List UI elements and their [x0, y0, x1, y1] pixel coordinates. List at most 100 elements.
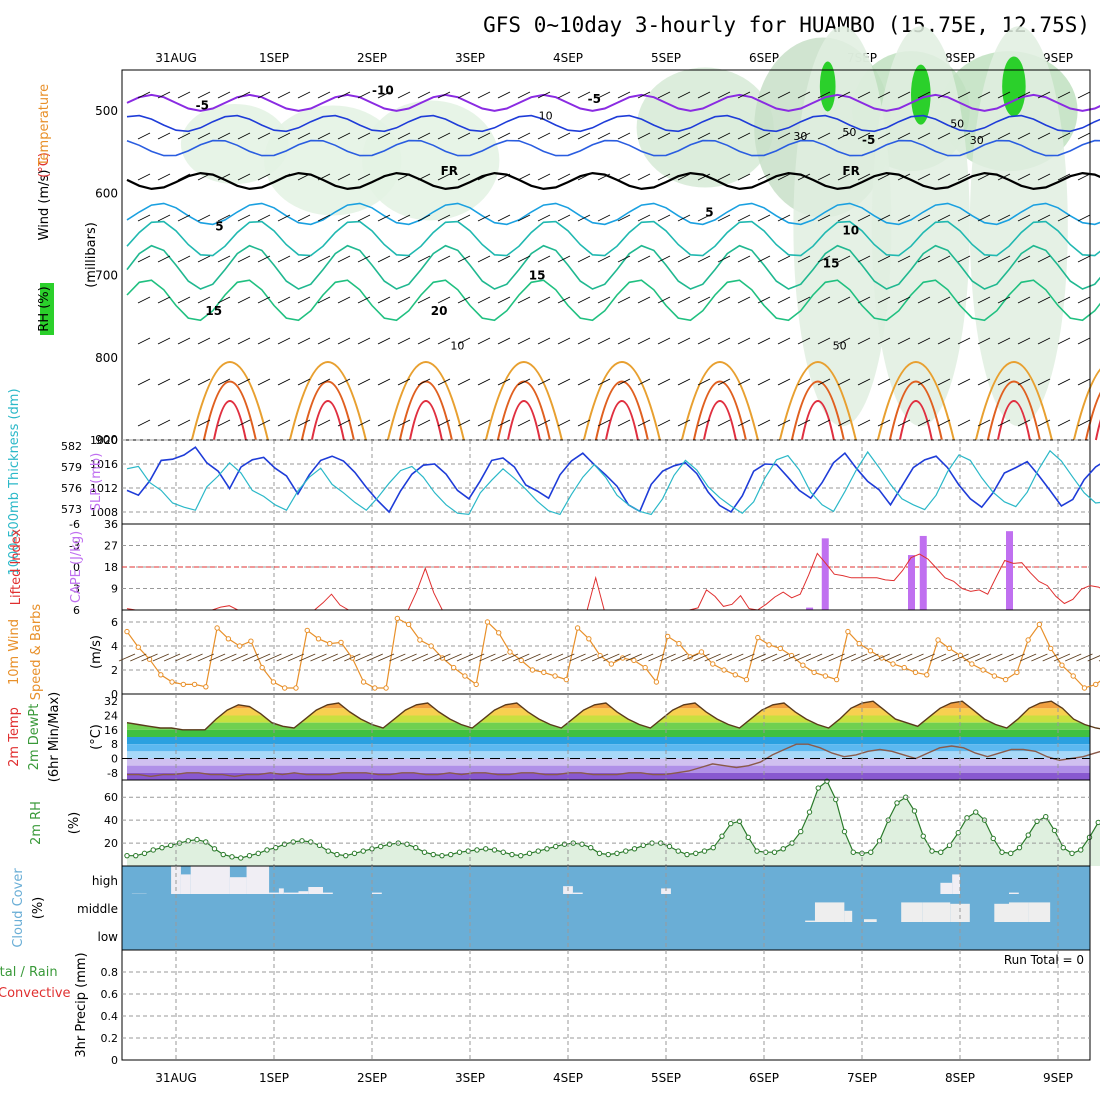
slp-line	[126, 446, 1100, 514]
precip-ytick-1: 0.6	[101, 988, 119, 1001]
upper-wind-barb	[897, 378, 911, 386]
upper-wind-barb	[137, 419, 151, 427]
rh2m-point-34	[421, 849, 428, 855]
wind10-barb-13	[265, 653, 282, 662]
warm-loop-8-0	[974, 361, 1053, 441]
wind10-barb-64	[839, 653, 857, 662]
cloud-high-9	[283, 892, 299, 894]
upper-wind-barb	[917, 378, 931, 386]
upper-wind-barb	[357, 337, 371, 345]
x-tick-bottom-7: 7SEP	[847, 1071, 877, 1085]
rh2m-point-92	[929, 848, 935, 854]
temp-contour-0	[126, 93, 1100, 112]
upper-wind-barb	[397, 296, 411, 304]
upper-wind-barb	[997, 337, 1011, 345]
upper-wind-barb	[177, 91, 191, 99]
upper-wind-barb	[157, 132, 171, 140]
wind10-ytick-1: 4	[111, 640, 118, 653]
cloud-high-13	[372, 892, 382, 894]
cape-ytick-0: 36	[104, 518, 118, 531]
rh2m-point-65	[693, 850, 699, 857]
wind10-point-9	[225, 636, 232, 642]
warm-loop-5-2	[702, 400, 737, 441]
wind10-point-80	[1025, 637, 1031, 643]
wind10-barb-14	[276, 653, 293, 662]
upper-wind-barb	[357, 378, 371, 386]
upper-wind-barb	[837, 378, 851, 386]
upper-air-ylabel-degc: (°C)	[37, 152, 52, 178]
wind10-barb-16	[299, 653, 316, 662]
cloud-mid-2	[844, 910, 853, 922]
upper-wind-barb	[917, 255, 931, 263]
upper-wind-barb	[297, 255, 311, 263]
upper-wind-barb	[757, 173, 771, 181]
temp-band-7	[127, 744, 1090, 752]
thickness-ytick-3: 573	[61, 503, 82, 516]
rh2m-ytick-1: 40	[104, 814, 118, 827]
slp-ytick-3: 1008	[90, 506, 118, 519]
upper-wind-barb	[517, 255, 531, 263]
warm-loop-5-1	[692, 380, 747, 441]
upper-wind-barb	[697, 255, 711, 263]
contour-label-7: 5	[705, 205, 713, 219]
upper-wind-barb	[1057, 296, 1071, 304]
wind10-barb-71	[918, 653, 935, 662]
wind10-barb-22	[366, 653, 383, 662]
rh2m-point-15	[255, 850, 261, 857]
upper-wind-barb	[797, 91, 811, 99]
upper-wind-barb	[237, 173, 251, 181]
upper-wind-barb	[897, 296, 911, 304]
upper-wind-barb	[817, 132, 831, 140]
x-tick-top-5: 5SEP	[651, 51, 681, 65]
upper-wind-barb	[657, 214, 671, 222]
x-tick-bottom-4: 4SEP	[553, 1071, 583, 1085]
upper-wind-barb	[937, 255, 951, 263]
rh2m-point-79	[815, 785, 821, 791]
upper-wind-barb	[1017, 214, 1031, 222]
upper-wind-barb	[417, 378, 431, 386]
cloud-mid-1	[814, 902, 845, 922]
temp-contour-6	[126, 244, 1100, 290]
upper-wind-barb	[437, 173, 451, 181]
wind10-barb-61	[805, 653, 823, 662]
wind10-barb-62	[817, 653, 834, 662]
upper-wind-barb	[377, 296, 391, 304]
rh-shade-3	[636, 67, 774, 188]
cloud-mid-4	[901, 902, 923, 922]
upper-air-ylabel-wind: Wind (m/s)	[37, 170, 52, 241]
upper-wind-barb	[1017, 419, 1031, 427]
rh2m-point-59	[640, 842, 646, 849]
temp-ylabel-2: 2m DewPt	[27, 704, 42, 771]
upper-wind-barb	[777, 91, 791, 99]
temp-ytick-5: -8	[107, 767, 118, 780]
rh2m-point-69	[728, 820, 734, 827]
upper-wind-barb	[517, 419, 531, 427]
warm-loop-2-0	[386, 361, 465, 441]
upper-wind-barb	[477, 337, 491, 345]
upper-wind-barb	[877, 378, 891, 386]
temp-band-11	[127, 772, 1090, 780]
upper-wind-barb	[337, 132, 351, 140]
thickness-line	[126, 449, 1100, 516]
wind10-ytick-0: 6	[111, 616, 118, 629]
warm-loop-3-1	[496, 380, 551, 441]
upper-wind-barb	[677, 419, 691, 427]
upper-wind-barb	[777, 173, 791, 181]
upper-wind-barb	[997, 214, 1011, 222]
cape-bar-1	[821, 538, 829, 610]
upper-wind-barb	[357, 173, 371, 181]
wind10-point-13	[270, 679, 277, 685]
wind10-barb-48	[659, 653, 676, 662]
cloud-high-3	[190, 866, 201, 894]
upper-wind-barb	[217, 378, 231, 386]
upper-wind-barb	[897, 173, 911, 181]
upper-wind-barb	[997, 378, 1011, 386]
rh2m-point-77	[798, 828, 804, 835]
upper-wind-barb	[617, 296, 631, 304]
wind10-point-31	[473, 681, 479, 688]
upper-wind-barb	[377, 337, 391, 345]
upper-wind-barb	[517, 173, 531, 181]
upper-wind-barb	[537, 337, 551, 345]
upper-wind-barb	[857, 378, 871, 386]
contour-label-0: -10	[372, 84, 394, 98]
